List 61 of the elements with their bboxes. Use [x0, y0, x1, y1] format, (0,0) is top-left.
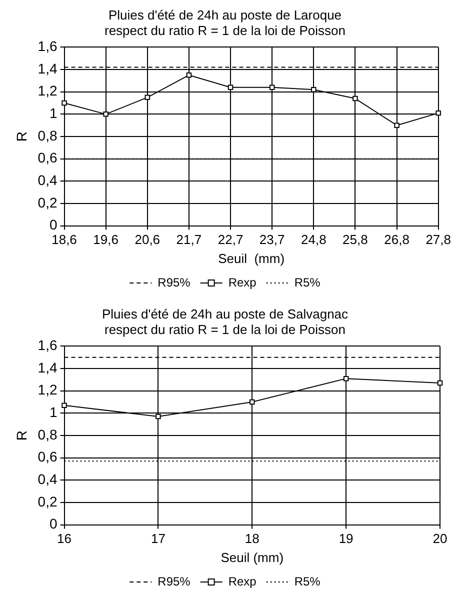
point [394, 122, 400, 128]
y-axis-title: R [13, 430, 30, 441]
legend-label: Rexp [228, 574, 257, 588]
point [343, 376, 349, 382]
x-axis-title: Seuil (mm) [220, 550, 284, 565]
chart-title: Pluies d'été de 24h au poste de Salvagnac [102, 306, 349, 322]
point [62, 100, 67, 106]
y-tick-label: 0,4 [38, 172, 58, 188]
y-tick-label: 0,8 [38, 426, 58, 442]
x-tick-label: 18,6 [52, 232, 77, 248]
x-tick-label: 20 [432, 531, 448, 546]
x-tick-label: 25,8 [342, 232, 368, 248]
y-tick-label: 1,2 [38, 82, 58, 99]
legend-label: Rexp [228, 275, 257, 290]
legend-label: R5% [294, 574, 321, 588]
x-tick-label: 19,6 [93, 232, 118, 248]
point [103, 112, 108, 117]
legend-label: R5% [294, 275, 321, 290]
x-tick-label: 26,8 [384, 232, 410, 248]
point [269, 84, 275, 90]
point [62, 402, 67, 408]
y-tick-label: 1 [49, 105, 58, 122]
point [228, 84, 234, 90]
x-tick-label: 16 [57, 531, 72, 546]
x-tick-label: 20,6 [134, 232, 160, 248]
x-tick-label: 17 [150, 531, 166, 546]
y-tick-label: 0,2 [38, 194, 58, 210]
x-tick-label: 21,7 [176, 232, 202, 248]
point [250, 399, 255, 405]
y-tick-label: 1,2 [38, 382, 58, 398]
x-tick-label: 18 [244, 531, 260, 546]
chart-title: Pluies d'été de 24h au poste de Laroque [108, 7, 342, 22]
y-tick-label: 1,4 [38, 60, 58, 76]
x-tick-label: 22,7 [218, 232, 244, 248]
legend-label: R95% [158, 275, 191, 290]
x-tick-label: 23,7 [259, 232, 285, 248]
y-tick-label: 1,4 [38, 359, 58, 376]
y-tick-label: 0,8 [38, 127, 58, 144]
y-tick-label: 1,6 [38, 337, 58, 354]
y-axis-title: R [13, 131, 30, 142]
chart-subtitle: respect du ratio R = 1 de la loi de Poisson [104, 322, 346, 337]
chart-subtitle: respect du ratio R = 1 de la loi de Poisson [104, 22, 346, 38]
legend-label: R95% [158, 574, 191, 588]
y-tick-label: 1,6 [38, 38, 58, 54]
y-tick-label: 0,2 [38, 493, 58, 510]
point [437, 380, 443, 386]
x-axis-title: Seuil (mm) [218, 250, 285, 266]
y-tick-label: 0 [49, 516, 58, 532]
point [186, 72, 192, 78]
point [144, 94, 150, 100]
point [156, 414, 161, 420]
x-tick-label: 19 [338, 531, 354, 546]
y-tick-label: 0 [49, 216, 58, 233]
point [352, 96, 358, 102]
y-tick-label: 1 [49, 404, 58, 420]
y-tick-label: 0,6 [38, 448, 58, 465]
y-tick-label: 0,6 [38, 150, 58, 166]
y-tick-label: 0,4 [38, 471, 58, 488]
x-tick-label: 27,8 [426, 232, 452, 248]
x-tick-label: 24,8 [300, 232, 326, 248]
point [436, 110, 441, 116]
